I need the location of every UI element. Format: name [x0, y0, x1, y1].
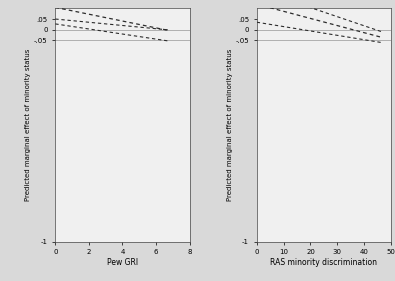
- X-axis label: Pew GRI: Pew GRI: [107, 258, 138, 267]
- Y-axis label: Predicted marginal effect of minority status: Predicted marginal effect of minority st…: [227, 49, 233, 201]
- Y-axis label: Predicted marginal effect of minority status: Predicted marginal effect of minority st…: [25, 49, 31, 201]
- X-axis label: RAS minority discrimination: RAS minority discrimination: [271, 258, 377, 267]
